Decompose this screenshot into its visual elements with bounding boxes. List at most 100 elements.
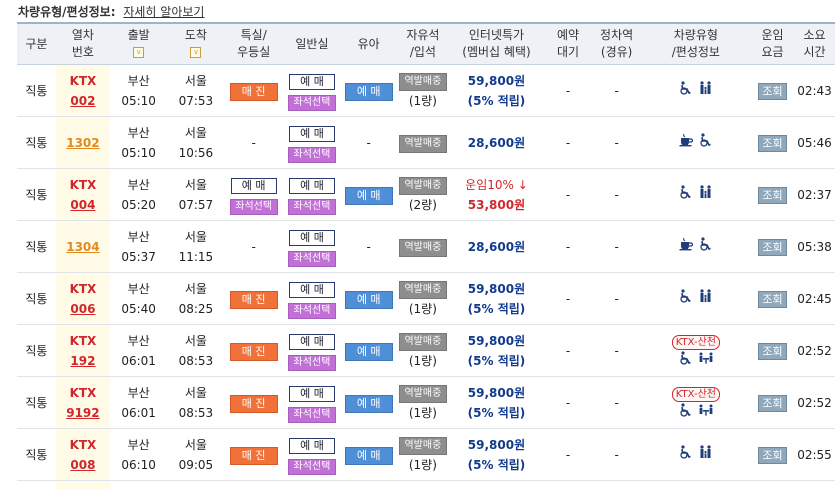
family-icon [698, 445, 714, 459]
cell-type: 직통 [17, 65, 56, 117]
cell-reserve-wait: - [544, 65, 593, 117]
sort-chevron-icon[interactable]: v [190, 47, 201, 58]
cell-duration: 02:55 [794, 429, 835, 481]
meeting-room-icon [698, 403, 714, 417]
fare-view-button[interactable]: 조회 [758, 395, 787, 412]
travel-duration: 02:45 [797, 292, 832, 306]
reserve-button[interactable]: 예 매 [289, 282, 335, 298]
via-stations: - [614, 240, 618, 254]
seat-select-button[interactable]: 좌석선택 [288, 303, 336, 319]
reserve-button[interactable]: 예 매 [345, 447, 393, 465]
standing-ticket-button[interactable]: 역발매중 [399, 73, 447, 91]
fare-view-button[interactable]: 조회 [758, 187, 787, 204]
cell-partial [751, 481, 794, 489]
standing-ticket-button[interactable]: 역발매중 [399, 385, 447, 403]
train-number-link[interactable]: 004 [56, 195, 110, 215]
train-number-link[interactable]: 192 [56, 351, 110, 371]
standing-ticket-button[interactable]: 역발매중 [399, 333, 447, 351]
reserve-wait: - [566, 84, 570, 98]
seat-select-button[interactable]: 좌석선택 [288, 95, 336, 111]
train-number-link[interactable]: 1302 [66, 136, 99, 150]
fare-view-button[interactable]: 조회 [758, 343, 787, 360]
depart-station: 부산 [128, 230, 150, 244]
cell-free-seat: 역발매중(2량) [396, 169, 449, 221]
cell-partial [544, 481, 593, 489]
train-number-link[interactable]: 1304 [66, 240, 99, 254]
via-stations: - [614, 292, 618, 306]
depart-time: 06:10 [121, 458, 156, 472]
fare-view-button[interactable]: 조회 [758, 291, 787, 308]
cell-car-type: KTX-산천 [641, 377, 751, 429]
reserve-button[interactable]: 예 매 [345, 83, 393, 101]
reserve-button[interactable]: 예 매 [345, 187, 393, 205]
seat-select-button[interactable]: 좌석선택 [288, 199, 336, 215]
cell-duration: 05:46 [794, 117, 835, 169]
train-number-link[interactable]: 008 [56, 455, 110, 475]
car-facility-icons [678, 81, 714, 95]
header-general: 일반실 [283, 23, 341, 65]
cell-free-seat: 역발매중(1량) [396, 377, 449, 429]
seat-select-button[interactable]: 좌석선택 [288, 459, 336, 475]
fare-view-button[interactable]: 조회 [758, 447, 787, 464]
empty-value: - [252, 136, 256, 150]
cell-via: - [593, 169, 641, 221]
cell-duration: 02:52 [794, 325, 835, 377]
fare-view-button[interactable]: 조회 [758, 239, 787, 256]
reserve-button[interactable]: 예 매 [231, 178, 277, 194]
standing-ticket-button[interactable]: 역발매중 [399, 177, 447, 195]
reserve-button[interactable]: 예 매 [289, 438, 335, 454]
cell-infant: - [341, 221, 396, 273]
reserve-button[interactable]: 예 매 [289, 230, 335, 246]
seat-select-button[interactable]: 좌석선택 [288, 147, 336, 163]
learn-more-link[interactable]: 자세히 알아보기 [123, 5, 204, 19]
train-number-link[interactable]: 002 [56, 91, 110, 111]
standing-cars: (1량) [409, 354, 437, 368]
standing-cars: (1량) [409, 458, 437, 472]
family-icon [698, 81, 714, 95]
arrive-time: 09:05 [179, 458, 214, 472]
reserve-button[interactable]: 예 매 [345, 291, 393, 309]
standing-ticket-button[interactable]: 역발매중 [399, 437, 447, 455]
reserve-button[interactable]: 예 매 [289, 334, 335, 350]
cell-free-seat: 역발매중 (1량) [396, 325, 449, 377]
reserve-button[interactable]: 예 매 [345, 343, 393, 361]
route-type: 직통 [25, 448, 47, 462]
via-stations: - [614, 136, 618, 150]
seat-select-button[interactable]: 좌석선택 [288, 251, 336, 267]
reserve-button[interactable]: 예 매 [289, 74, 335, 90]
reserve-wait: - [566, 344, 570, 358]
seat-select-button[interactable]: 좌석선택 [288, 407, 336, 423]
reserve-button[interactable]: 예 매 [345, 395, 393, 413]
reserve-button[interactable]: 예 매 [289, 126, 335, 142]
arrive-station: 서울 [185, 126, 207, 140]
reserve-button[interactable]: 예 매 [289, 178, 335, 194]
arrive-station: 서울 [185, 178, 207, 192]
cell-internet-price: 28,600원 [449, 117, 543, 169]
reserve-wait: - [566, 240, 570, 254]
reserve-button[interactable]: 예 매 [289, 386, 335, 402]
fare-view-button[interactable]: 조회 [758, 83, 787, 100]
seat-select-button[interactable]: 좌석선택 [230, 199, 278, 215]
standing-ticket-button[interactable]: 역발매중 [399, 239, 447, 257]
train-number-link[interactable]: 9192 [56, 403, 110, 423]
cell-fare: 조회 [751, 325, 794, 377]
standing-ticket-button[interactable]: 역발매중 [399, 281, 447, 299]
train-number-link[interactable]: 006 [56, 299, 110, 319]
seat-select-button[interactable]: 좌석선택 [288, 355, 336, 371]
sort-chevron-icon[interactable]: v [133, 47, 144, 58]
cell-type: 직통 [17, 221, 56, 273]
fare-view-button[interactable]: 조회 [758, 135, 787, 152]
standing-ticket-button[interactable]: 역발매중 [399, 135, 447, 153]
car-info-label: 차량유형/편성정보: [18, 5, 116, 19]
